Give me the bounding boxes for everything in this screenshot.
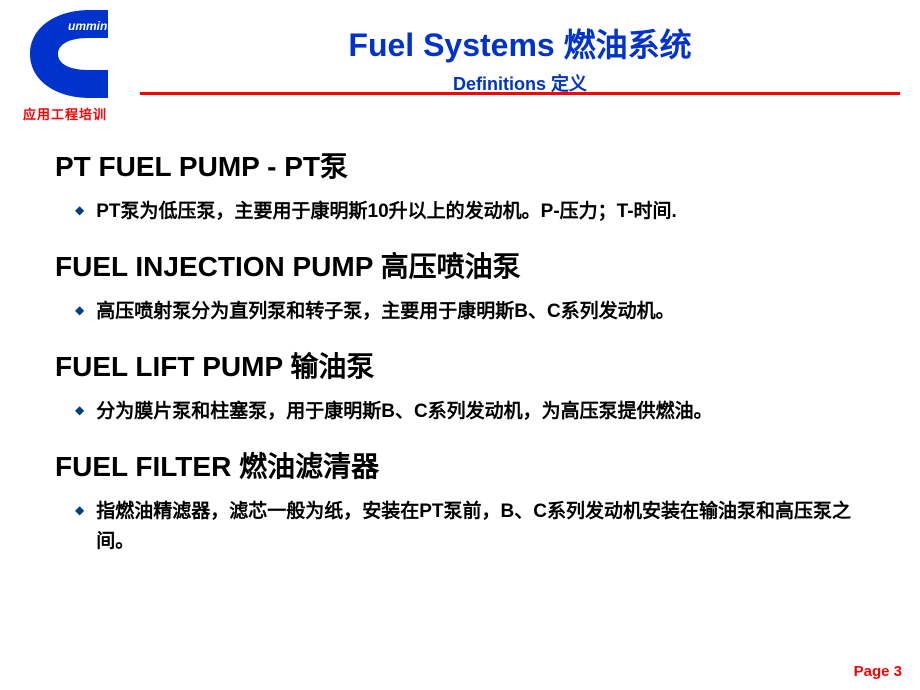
page-number: Page 3 xyxy=(854,663,902,680)
section-heading: PT FUEL PUMP - PT泵 xyxy=(55,145,880,185)
bullet-text: 分为膜片泵和柱塞泵，用于康明斯B、C系列发动机，为高压泵提供燃油。 xyxy=(96,397,712,427)
brand-logo-block: ummins 应用工程培训 xyxy=(10,10,120,123)
bullet-text: 高压喷射泵分为直列泵和转子泵，主要用于康明斯B、C系列发动机。 xyxy=(96,297,674,327)
section-heading: FUEL FILTER 燃油滤清器 xyxy=(55,445,880,485)
section-heading: FUEL INJECTION PUMP 高压喷油泵 xyxy=(55,245,880,285)
slide-content: PT FUEL PUMP - PT泵 ◆ PT泵为低压泵，主要用于康明斯10升以… xyxy=(55,145,880,557)
logo-caption: 应用工程培训 xyxy=(10,104,120,123)
slide-title: Fuel Systems 燃油系统 xyxy=(140,20,900,66)
bullet-item: ◆ 高压喷射泵分为直列泵和转子泵，主要用于康明斯B、C系列发动机。 xyxy=(55,297,880,327)
title-block: Fuel Systems 燃油系统 Definitions 定义 xyxy=(140,20,900,96)
diamond-icon: ◆ xyxy=(75,497,84,523)
cummins-logo-icon: ummins xyxy=(20,10,110,98)
title-divider xyxy=(140,92,900,95)
bullet-item: ◆ 分为膜片泵和柱塞泵，用于康明斯B、C系列发动机，为高压泵提供燃油。 xyxy=(55,397,880,427)
bullet-text: 指燃油精滤器，滤芯一般为纸，安装在PT泵前，B、C系列发动机安装在输油泵和高压泵… xyxy=(96,497,880,557)
section-heading: FUEL LIFT PUMP 输油泵 xyxy=(55,345,880,385)
bullet-text: PT泵为低压泵，主要用于康明斯10升以上的发动机。P-压力；T-时间. xyxy=(96,197,677,227)
bullet-item: ◆ 指燃油精滤器，滤芯一般为纸，安装在PT泵前，B、C系列发动机安装在输油泵和高… xyxy=(55,497,880,557)
slide: ummins 应用工程培训 Fuel Systems 燃油系统 Definiti… xyxy=(0,0,920,690)
diamond-icon: ◆ xyxy=(75,297,84,323)
bullet-item: ◆ PT泵为低压泵，主要用于康明斯10升以上的发动机。P-压力；T-时间. xyxy=(55,197,880,227)
diamond-icon: ◆ xyxy=(75,397,84,423)
diamond-icon: ◆ xyxy=(75,197,84,223)
svg-text:ummins: ummins xyxy=(68,19,110,33)
